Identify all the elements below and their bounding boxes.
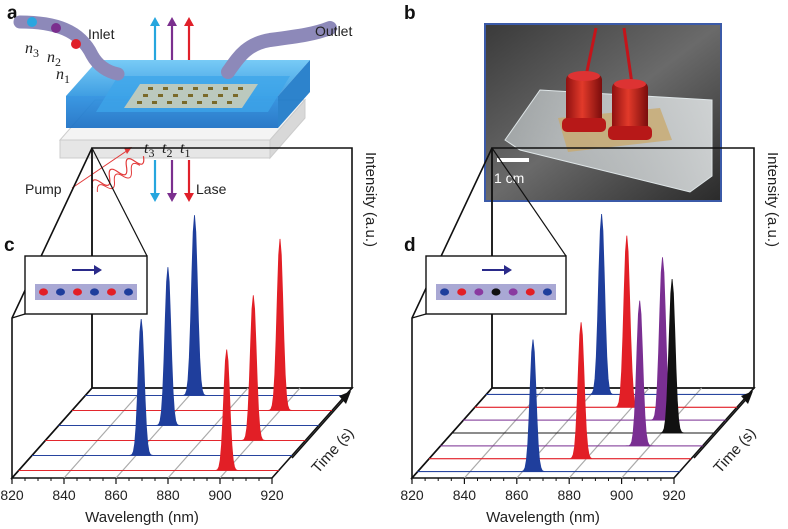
floor-frame (410, 387, 756, 479)
x-tick-label: 880 (558, 487, 582, 503)
droplet-black (491, 288, 501, 296)
spectrum-peak (85, 215, 346, 396)
droplet-red (39, 288, 48, 296)
x-tick-label: 900 (208, 487, 232, 503)
x-tick-label: 820 (400, 487, 424, 503)
lase-label: Lase (196, 181, 227, 197)
droplet-red (457, 288, 467, 296)
spectrum-peak (32, 319, 292, 456)
x-tick-label: 860 (505, 487, 529, 503)
x-tick-label: 900 (610, 487, 634, 503)
spectrum-peak (428, 322, 692, 460)
floor-gridline (63, 387, 145, 479)
device-photo (484, 23, 722, 202)
droplet-blue (542, 288, 552, 296)
droplet-blue (440, 288, 450, 296)
fluid-droplet-n2 (51, 23, 61, 33)
droplet-purple (508, 288, 518, 296)
x-tick-label: 880 (156, 487, 180, 503)
time-arrow-head (339, 391, 351, 404)
scale-bar (497, 158, 529, 162)
panel-label-a: a (7, 3, 18, 24)
inset-connector (11, 313, 26, 319)
spectrum-peak (417, 339, 681, 473)
inset-connector (491, 147, 567, 257)
scale-label: 1 cm (494, 170, 524, 186)
outlet-label: Outlet (315, 23, 352, 39)
droplet-blue (56, 288, 65, 296)
droplet-red (525, 288, 535, 296)
pump-label: Pump (25, 181, 62, 197)
spectrum-peak (18, 349, 279, 471)
chip-schematic (13, 15, 337, 160)
time-arrow-head (741, 391, 753, 404)
fluid-droplet-n3 (27, 17, 37, 27)
time-axis-arrow (693, 394, 751, 459)
chart-c: 820 840 860 880 900 920 Wavelength (nm) Intensi… (0, 147, 379, 526)
inlet-label: Inlet (88, 26, 115, 42)
panel-label-b: b (404, 3, 416, 24)
flow-arrow-head (504, 265, 512, 275)
x-tick-label: 920 (260, 487, 284, 503)
spectrum-peak (45, 295, 306, 441)
inset-connector (91, 147, 148, 257)
x-tick-label: 840 (52, 487, 76, 503)
x-tick-label: 820 (0, 487, 24, 503)
flow-arrow-head (94, 265, 102, 275)
chart-d: 820 840 860 880 900 920 Wavelength (nm) Intensi… (400, 147, 781, 526)
x-axis-label: Wavelength (nm) (486, 509, 600, 526)
x-tick-label: 840 (453, 487, 477, 503)
x-tick-label: 920 (662, 487, 686, 503)
time-axis-label: Time (s) (710, 425, 759, 477)
time-axis-label: Time (s) (308, 425, 357, 477)
spectrum-peak (72, 238, 332, 411)
droplet-purple (474, 288, 484, 296)
emission-arrows (150, 17, 194, 202)
floor-gridline (115, 387, 197, 479)
droplet-blue (90, 288, 99, 296)
floor-gridline (167, 387, 249, 479)
inset-channel (35, 284, 137, 300)
x-tick-label: 860 (104, 487, 128, 503)
nanoparticle-array (137, 87, 243, 104)
droplet-blue (124, 288, 133, 296)
time-axis-arrow (291, 394, 349, 459)
droplet-red (73, 288, 82, 296)
spectrum-peak (439, 300, 704, 447)
x-axis-label: Wavelength (nm) (85, 509, 199, 526)
y-axis-label: Intensity (a.u.) (764, 152, 781, 247)
spectrum-peak (462, 257, 727, 421)
n2-label: n2 (47, 49, 61, 69)
floor-frame (10, 387, 354, 479)
panel-label-d: d (404, 235, 416, 256)
droplet-red (107, 288, 116, 296)
n3-label: n3 (25, 40, 39, 60)
n1-label: n1 (56, 66, 70, 86)
fluid-droplet-n1 (71, 39, 81, 49)
y-axis-label: Intensity (a.u.) (362, 152, 379, 247)
spectrum-peak (474, 235, 738, 408)
spectrum-peak (58, 267, 319, 426)
panel-label-c: c (4, 235, 15, 256)
inset-connector (411, 313, 427, 319)
